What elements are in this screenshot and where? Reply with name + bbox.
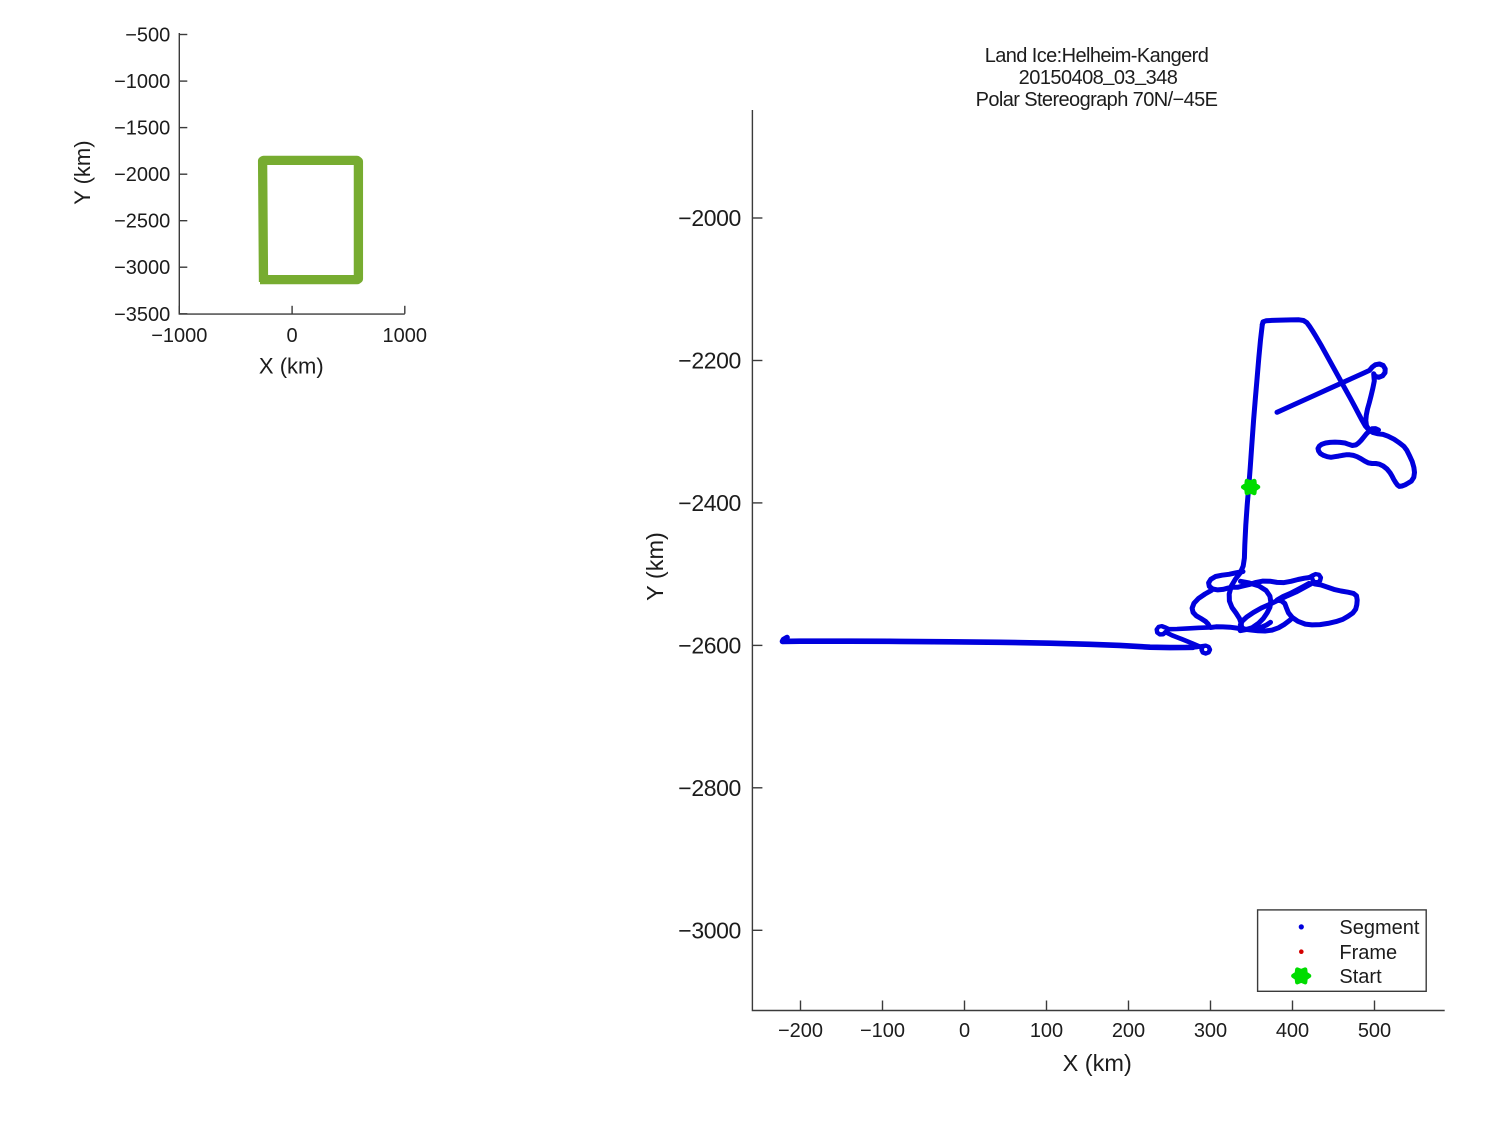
svg-text:Land Ice:Helheim-Kangerd: Land Ice:Helheim-Kangerd xyxy=(985,45,1209,67)
svg-text:100: 100 xyxy=(1030,1020,1063,1042)
svg-text:0: 0 xyxy=(959,1020,970,1042)
svg-text:X (km): X (km) xyxy=(259,354,324,379)
svg-text:20150408_03_348: 20150408_03_348 xyxy=(1019,64,1178,89)
svg-text:−2000: −2000 xyxy=(114,164,170,186)
svg-text:−3000: −3000 xyxy=(114,257,170,279)
svg-text:−3500: −3500 xyxy=(114,304,170,326)
svg-text:−2000: −2000 xyxy=(678,205,741,231)
svg-text:−2400: −2400 xyxy=(678,490,741,516)
svg-text:−3000: −3000 xyxy=(678,918,741,944)
svg-text:−2800: −2800 xyxy=(678,775,741,801)
svg-text:−1500: −1500 xyxy=(114,118,170,140)
svg-text:200: 200 xyxy=(1112,1020,1145,1042)
svg-text:−2200: −2200 xyxy=(678,348,741,374)
svg-text:300: 300 xyxy=(1194,1020,1227,1042)
svg-text:400: 400 xyxy=(1276,1020,1309,1042)
svg-text:−2500: −2500 xyxy=(114,211,170,233)
svg-text:−1000: −1000 xyxy=(114,71,170,93)
svg-text:X (km): X (km) xyxy=(1063,1050,1132,1076)
svg-text:−1000: −1000 xyxy=(151,325,207,347)
svg-text:Y (km): Y (km) xyxy=(642,532,668,601)
svg-text:Start: Start xyxy=(1339,966,1382,988)
svg-text:−100: −100 xyxy=(860,1020,905,1042)
svg-text:Frame: Frame xyxy=(1339,942,1397,964)
svg-text:Segment: Segment xyxy=(1339,917,1419,939)
svg-text:−500: −500 xyxy=(125,25,170,47)
svg-text:0: 0 xyxy=(287,325,298,347)
svg-text:−200: −200 xyxy=(778,1020,823,1042)
svg-text:Polar Stereograph 70N/−45E: Polar Stereograph 70N/−45E xyxy=(976,89,1218,111)
svg-text:1000: 1000 xyxy=(383,325,428,347)
svg-text:−2600: −2600 xyxy=(678,633,741,659)
svg-text:Y (km): Y (km) xyxy=(70,140,95,204)
svg-text:500: 500 xyxy=(1358,1020,1391,1042)
